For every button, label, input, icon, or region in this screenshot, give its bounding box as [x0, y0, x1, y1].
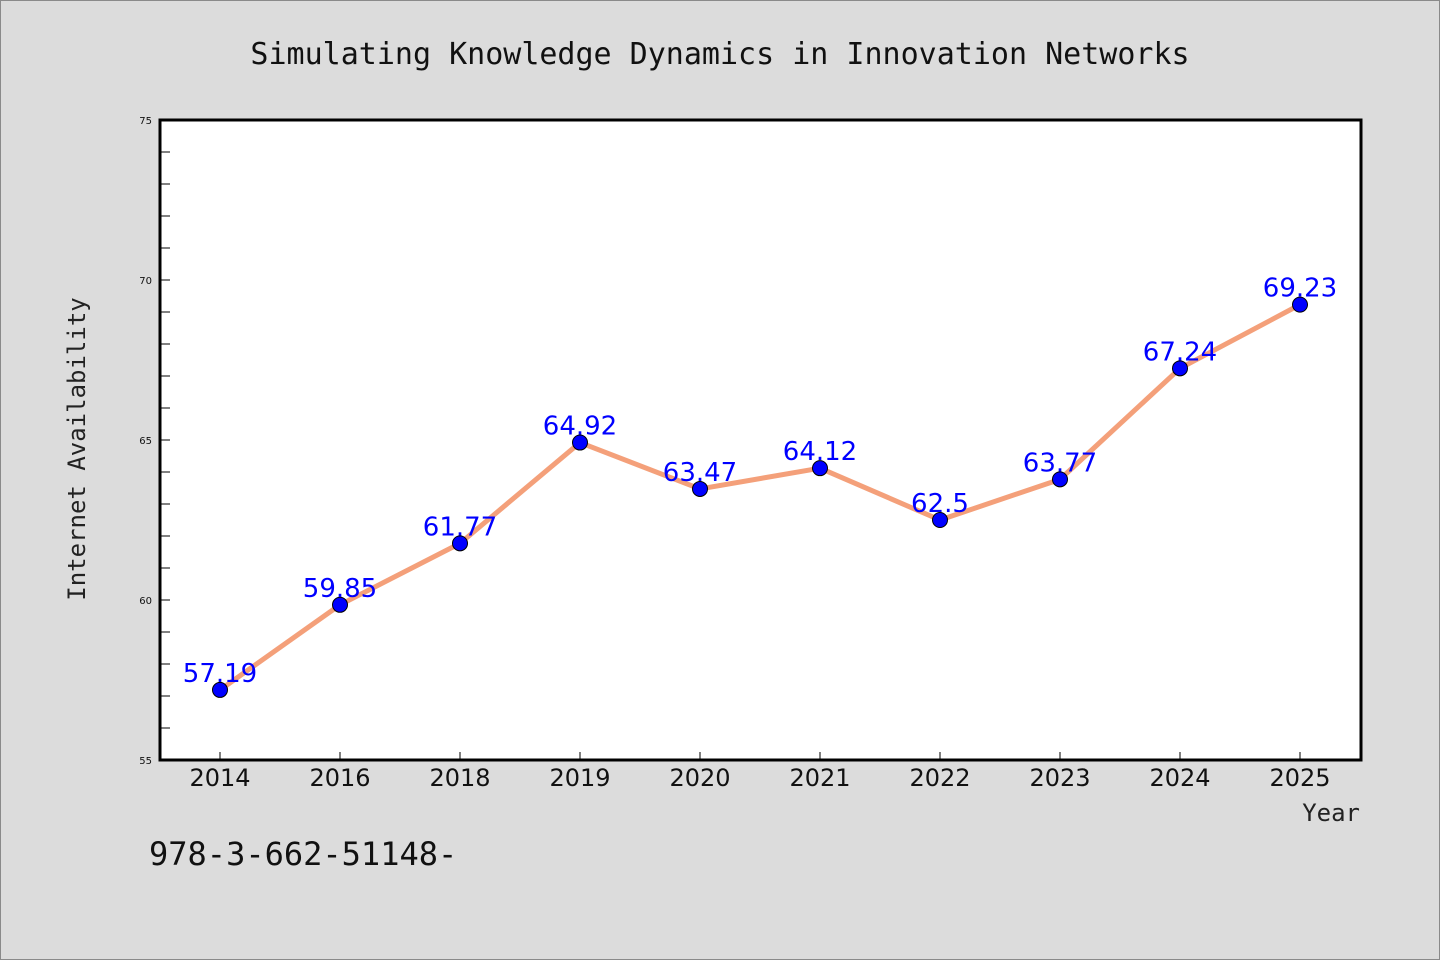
x-tick-label: 2014	[189, 764, 250, 792]
series-line	[217, 302, 1303, 693]
x-tick-label: 2021	[789, 764, 850, 792]
y-axis-label: Internet Availability	[63, 297, 91, 600]
data-label: 63.77	[1023, 448, 1097, 478]
x-axis-ticks: 2014 2016 2018 2019 2020 2021 2022 2023 2024 2025	[189, 752, 1331, 792]
data-point	[1172, 360, 1188, 377]
x-tick-label: 2020	[669, 764, 730, 792]
y-tick-label: 75	[139, 116, 152, 127]
series-layer	[212, 296, 1308, 698]
data-labels: 57.19 59.85 61.77 64.92 63.47 64.12 62.5 63.77 6…	[183, 274, 1337, 689]
x-tick-label: 2019	[549, 764, 610, 792]
chart-title: Simulating Knowledge Dynamics in Innovat…	[250, 37, 1189, 72]
plot-area	[158, 118, 1363, 762]
y-tick-label: 60	[139, 596, 152, 607]
data-point	[1292, 296, 1308, 313]
x-tick-label: 2018	[429, 764, 490, 792]
y-tick-label: 70	[139, 276, 152, 287]
data-label: 63.47	[663, 458, 737, 488]
x-tick-label: 2025	[1269, 764, 1330, 792]
data-point	[932, 512, 948, 528]
x-tick-label: 2016	[309, 764, 370, 792]
data-label: 59.85	[303, 574, 377, 604]
x-tick-label: 2024	[1149, 764, 1210, 792]
data-label: 64.92	[543, 412, 617, 442]
data-point	[332, 596, 348, 613]
x-axis-label: Year	[1302, 799, 1360, 827]
data-label: 57.19	[183, 659, 257, 689]
y-tick-label: 55	[139, 756, 152, 767]
x-tick-label: 2022	[909, 764, 970, 792]
data-label: 64.12	[783, 437, 857, 467]
data-point	[692, 480, 708, 497]
data-point	[572, 434, 588, 451]
footer-isbn-text: 978-3-662-51148-	[149, 835, 457, 873]
data-point	[452, 535, 468, 552]
y-axis-ticks: 55 60 65 70 75	[139, 116, 170, 767]
data-point	[212, 681, 228, 698]
y-tick-label: 65	[139, 436, 152, 447]
data-label: 69.23	[1263, 274, 1337, 304]
data-label: 62.5	[911, 489, 969, 519]
x-tick-label: 2023	[1029, 764, 1090, 792]
data-label: 67.24	[1143, 337, 1217, 367]
data-point	[812, 460, 828, 477]
data-point	[1052, 471, 1068, 488]
data-label: 61.77	[423, 512, 497, 542]
